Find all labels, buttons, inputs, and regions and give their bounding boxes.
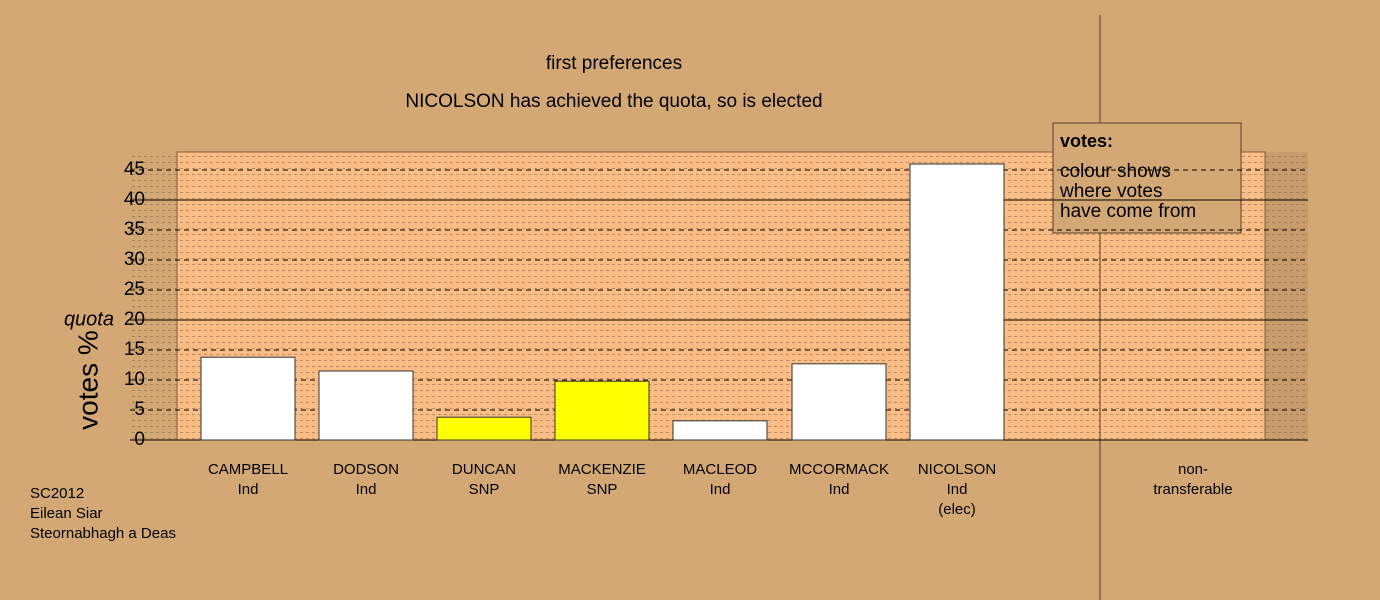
x-tick-label: SNP xyxy=(469,481,500,498)
x-tick-label: DODSON xyxy=(333,461,399,478)
bar xyxy=(909,163,1005,441)
x-tick-label: Ind xyxy=(356,481,377,498)
legend-title: votes: xyxy=(1060,131,1113,151)
x-tick-label: MACLEOD xyxy=(683,461,757,478)
footer-text: Steornabhagh a Deas xyxy=(30,525,176,542)
x-tick-label: Ind xyxy=(710,481,731,498)
x-tick-label: transferable xyxy=(1153,481,1232,498)
x-tick-label: MCCORMACK xyxy=(789,461,889,478)
legend-text: colour shows xyxy=(1060,161,1171,182)
x-tick-label: CAMPBELL xyxy=(208,461,288,478)
x-tick-label: Ind xyxy=(947,481,968,498)
bar xyxy=(436,416,532,441)
bar xyxy=(318,370,414,441)
x-tick-label: Ind xyxy=(238,481,259,498)
bar xyxy=(554,380,650,441)
legend-box xyxy=(1052,122,1242,234)
x-tick-label: NICOLSON xyxy=(918,461,996,478)
footer-text: SC2012 xyxy=(30,485,84,502)
x-tick-label: SNP xyxy=(587,481,618,498)
y-axis-label: votes % xyxy=(72,330,103,430)
bar xyxy=(672,420,768,441)
chart-title: first preferences xyxy=(546,53,682,74)
quota-label: quota xyxy=(64,308,114,330)
x-tick-label: DUNCAN xyxy=(452,461,516,478)
bar xyxy=(200,356,296,441)
x-tick-label: non- xyxy=(1178,461,1208,478)
chart-subtitle: NICOLSON has achieved the quota, so is e… xyxy=(405,91,822,112)
x-tick-label: Ind xyxy=(829,481,850,498)
x-tick-label: (elec) xyxy=(938,501,976,518)
legend-text: have come from xyxy=(1060,201,1196,222)
footer-text: Eilean Siar xyxy=(30,505,103,522)
legend-text: where votes xyxy=(1059,181,1162,202)
bar xyxy=(791,363,887,441)
x-tick-label: MACKENZIE xyxy=(558,461,646,478)
